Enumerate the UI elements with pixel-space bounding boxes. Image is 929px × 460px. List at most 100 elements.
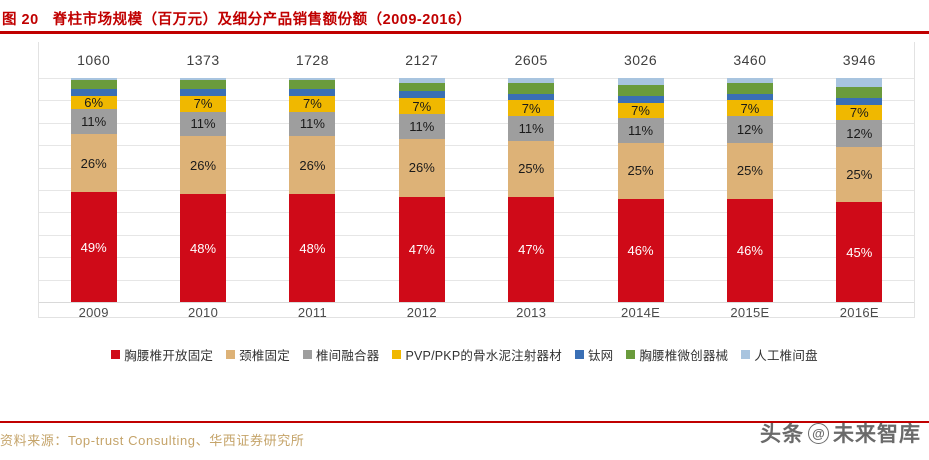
bar-segment[interactable]: 48% — [289, 194, 336, 302]
bar-segment[interactable]: 26% — [289, 136, 336, 195]
bar-column[interactable]: 2127 7% 11% 26% 47% — [367, 52, 476, 302]
bar-segment[interactable]: 7% — [617, 102, 664, 119]
bar-segment[interactable] — [180, 89, 227, 96]
bar-segment[interactable]: 46% — [726, 198, 773, 302]
legend-item[interactable]: 胸腰椎开放固定 — [111, 345, 213, 364]
at-symbol-icon: @ — [808, 422, 829, 444]
footer-divider — [0, 421, 929, 423]
bar-segment[interactable]: 11% — [180, 111, 227, 137]
bar-segment[interactable]: 25% — [508, 140, 555, 197]
bar-segment[interactable]: 12% — [836, 120, 883, 147]
gridline — [39, 257, 914, 259]
bar-segment[interactable] — [398, 78, 445, 83]
legend-item[interactable]: 颈椎固定 — [226, 345, 290, 364]
bar-segment[interactable] — [726, 93, 773, 101]
bar-column[interactable]: 1373 7% 11% 26% 48% — [148, 52, 257, 302]
legend-item[interactable]: 钛网 — [574, 345, 614, 364]
bar-segment[interactable] — [180, 78, 227, 81]
bar-segment[interactable] — [398, 91, 445, 99]
bar-segment[interactable] — [726, 78, 773, 83]
bar-segment[interactable] — [836, 86, 883, 98]
bar-segment[interactable]: 11% — [289, 111, 336, 137]
bar-column[interactable]: 1060 6% 11% 26% 49% — [39, 52, 148, 302]
bar-stack: 7% 11% 26% 48% — [180, 78, 227, 302]
bar-segment[interactable] — [289, 89, 336, 96]
bar-stack: 7% 11% 26% 47% — [398, 78, 445, 302]
title-divider-top — [0, 31, 929, 34]
bar-segment[interactable]: 6% — [70, 95, 117, 110]
gridline — [39, 190, 914, 191]
bar-segment[interactable]: 12% — [726, 116, 773, 143]
bar-segment[interactable]: 26% — [70, 134, 117, 193]
bar-segment[interactable]: 25% — [726, 142, 773, 199]
bar-segment[interactable]: 7% — [289, 95, 336, 112]
stacked-bar-series: 1060 6% 11% 26% 49% 1373 7% 11% 26% 48% 1728 7% 11% 2… — [39, 52, 914, 302]
legend-item[interactable]: 胸腰椎微创器械 — [626, 345, 728, 364]
bar-column[interactable]: 1728 7% 11% 26% 48% — [258, 52, 367, 302]
bar-segment[interactable] — [508, 93, 555, 101]
bar-segment[interactable]: 7% — [508, 100, 555, 117]
gridline — [39, 145, 914, 147]
legend-label: 胸腰椎微创器械 — [639, 349, 729, 363]
gridline — [39, 100, 914, 102]
x-axis-label: 2013 — [516, 305, 547, 320]
bar-segment[interactable] — [508, 82, 555, 94]
bar-segment[interactable]: 26% — [398, 138, 445, 197]
bar-segment[interactable] — [617, 78, 664, 85]
legend-swatch-icon — [741, 350, 751, 359]
bar-stack: 7% 11% 26% 48% — [289, 78, 336, 302]
x-axis-label: 2010 — [188, 305, 219, 320]
bar-segment[interactable]: 46% — [617, 198, 664, 302]
bar-segment[interactable]: 11% — [508, 116, 555, 141]
bar-segment[interactable] — [70, 89, 117, 96]
bar-segment[interactable] — [836, 98, 883, 105]
bar-segment[interactable] — [726, 82, 773, 94]
bar-segment[interactable]: 11% — [398, 113, 445, 139]
bar-segment[interactable]: 7% — [398, 98, 445, 114]
x-axis-label: 2009 — [78, 305, 109, 320]
bar-segment[interactable]: 7% — [180, 95, 227, 112]
bar-total-label: 3460 — [733, 52, 767, 68]
gridline — [39, 78, 914, 79]
bar-segment[interactable] — [70, 78, 117, 81]
bar-segment[interactable] — [180, 80, 227, 90]
bar-segment[interactable] — [836, 78, 883, 87]
bar-segment[interactable]: 25% — [836, 146, 883, 203]
bar-segment[interactable]: 48% — [180, 194, 227, 302]
bar-segment[interactable]: 49% — [70, 192, 117, 302]
bar-segment[interactable]: 26% — [180, 136, 227, 195]
bar-total-label: 3946 — [842, 52, 876, 68]
bar-segment[interactable]: 45% — [836, 202, 883, 302]
legend-item[interactable]: PVP/PKP的骨水泥注射器材 — [392, 345, 562, 364]
legend-item[interactable]: 人工椎间盘 — [741, 345, 818, 364]
bar-segment[interactable] — [70, 80, 117, 90]
bar-segment[interactable]: 47% — [508, 196, 555, 302]
bar-stack: 7% 11% 25% 47% — [508, 78, 555, 302]
bar-segment[interactable] — [617, 95, 664, 103]
bar-segment[interactable] — [398, 82, 445, 92]
bar-segment[interactable] — [617, 84, 664, 96]
gridline — [39, 122, 914, 124]
bar-segment[interactable]: 11% — [70, 109, 117, 135]
bar-total-label: 1728 — [295, 52, 330, 68]
bar-segment[interactable]: 7% — [726, 100, 773, 117]
bar-segment[interactable] — [289, 78, 336, 81]
legend-label: 钛网 — [587, 349, 614, 363]
x-axis-tick-labels: 2009 2010 2011 2012 2013 2014E 2015E 2016E — [39, 305, 914, 327]
bar-column[interactable]: 3946 7% 12% 25% 45% — [805, 52, 914, 302]
legend-item[interactable]: 椎间融合器 — [302, 345, 380, 364]
bar-segment[interactable]: 47% — [398, 196, 445, 302]
bar-column[interactable]: 3460 7% 12% 25% 46% — [695, 52, 804, 302]
bar-segment[interactable] — [508, 78, 555, 83]
bar-segment[interactable]: 11% — [617, 118, 664, 143]
bar-total-label: 2605 — [514, 52, 548, 68]
x-axis-line — [39, 302, 914, 303]
bar-segment[interactable]: 7% — [836, 104, 883, 121]
bar-segment[interactable] — [289, 80, 336, 90]
legend-swatch-icon — [226, 350, 236, 359]
bar-column[interactable]: 3026 7% 11% 25% 46% — [586, 52, 695, 302]
watermark: 头条 @ 未来智库 — [760, 418, 921, 448]
legend-label: 颈椎固定 — [239, 349, 290, 363]
bar-column[interactable]: 2605 7% 11% 25% 47% — [477, 52, 586, 302]
bar-segment[interactable]: 25% — [617, 142, 664, 199]
